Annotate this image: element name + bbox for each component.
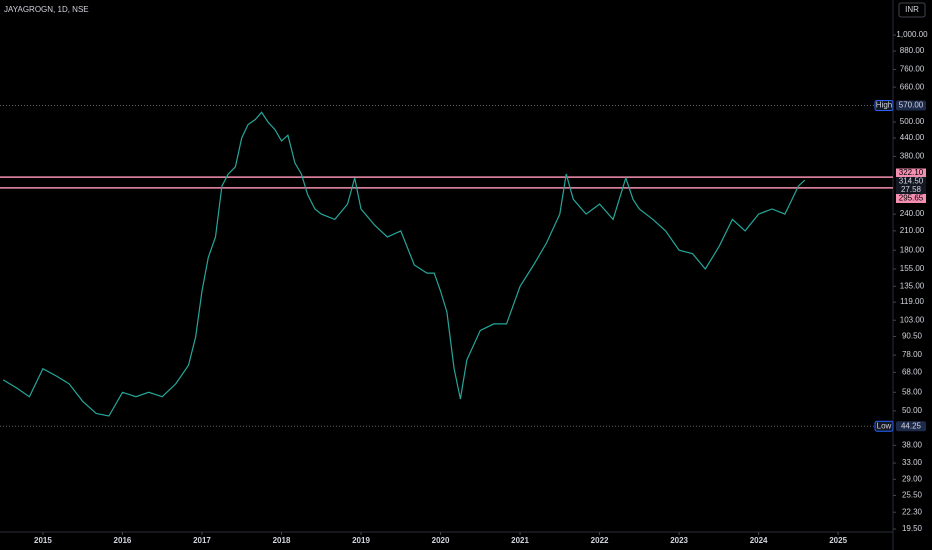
- level-value: 570.00: [899, 101, 924, 110]
- y-tick-label: 660.00: [900, 82, 925, 91]
- y-tick-label: 78.00: [902, 350, 923, 359]
- price-tag: 27.58: [901, 185, 922, 194]
- y-tick-label: 38.00: [902, 440, 923, 449]
- level-value-box: [896, 421, 926, 432]
- price-tag-box: [896, 194, 926, 203]
- price-tag: 322.10: [899, 168, 924, 177]
- y-tick-label: 210.00: [900, 226, 925, 235]
- level-value-box: [896, 100, 926, 111]
- x-tick-label: 2019: [352, 536, 370, 545]
- level-value: 44.25: [901, 421, 922, 430]
- y-tick-label: 25.50: [902, 491, 923, 500]
- x-tick-label: 2020: [432, 536, 450, 545]
- x-tick-label: 2017: [193, 536, 211, 545]
- y-tick-label: 440.00: [900, 133, 925, 142]
- x-tick-label: 2021: [511, 536, 529, 545]
- y-tick-label: 29.00: [902, 474, 923, 483]
- y-tick-label: 380.00: [900, 152, 925, 161]
- price-tag-box: [896, 168, 926, 178]
- x-tick-label: 2025: [829, 536, 847, 545]
- x-tick-label: 2015: [34, 536, 52, 545]
- y-tick-label: 880.00: [900, 46, 925, 55]
- y-tick-label: 50.00: [902, 406, 923, 415]
- level-name-box: [874, 420, 894, 432]
- price-tag: 295.65: [899, 194, 924, 203]
- level-name-box: [874, 100, 894, 112]
- y-tick-label: 33.00: [902, 458, 923, 467]
- y-tick-label: 240.00: [900, 209, 925, 218]
- x-tick-label: 2022: [591, 536, 609, 545]
- currency-box: [898, 2, 926, 18]
- x-tick-label: 2024: [750, 536, 768, 545]
- x-tick-label: 2016: [114, 536, 132, 545]
- y-tick-label: 19.50: [902, 524, 923, 533]
- y-tick-label: 1,000.00: [896, 30, 928, 39]
- y-tick-label: 90.50: [902, 332, 923, 341]
- y-tick-label: 68.00: [902, 367, 923, 376]
- y-tick-label: 58.00: [902, 387, 923, 396]
- y-tick-label: 155.00: [900, 264, 925, 273]
- y-tick-label: 135.00: [900, 281, 925, 290]
- price-tag: 314.50: [899, 177, 924, 186]
- x-tick-label: 2023: [670, 536, 688, 545]
- level-name: Low: [877, 421, 892, 430]
- currency: INR: [905, 5, 919, 14]
- y-tick-label: 22.30: [902, 507, 923, 516]
- y-tick-label: 760.00: [900, 65, 925, 74]
- y-tick-label: 500.00: [900, 117, 925, 126]
- chart-title: JAYAGROGN, 1D, NSE: [4, 5, 89, 14]
- x-tick-label: 2018: [273, 536, 291, 545]
- price-tag-box: [896, 185, 926, 195]
- y-tick-label: 119.00: [900, 297, 924, 306]
- y-tick-label: 180.00: [900, 245, 925, 254]
- y-tick-label: 103.00: [900, 315, 925, 324]
- level-name: High: [876, 101, 892, 110]
- price-line: [2, 111, 806, 417]
- price-tag-box: [896, 177, 926, 186]
